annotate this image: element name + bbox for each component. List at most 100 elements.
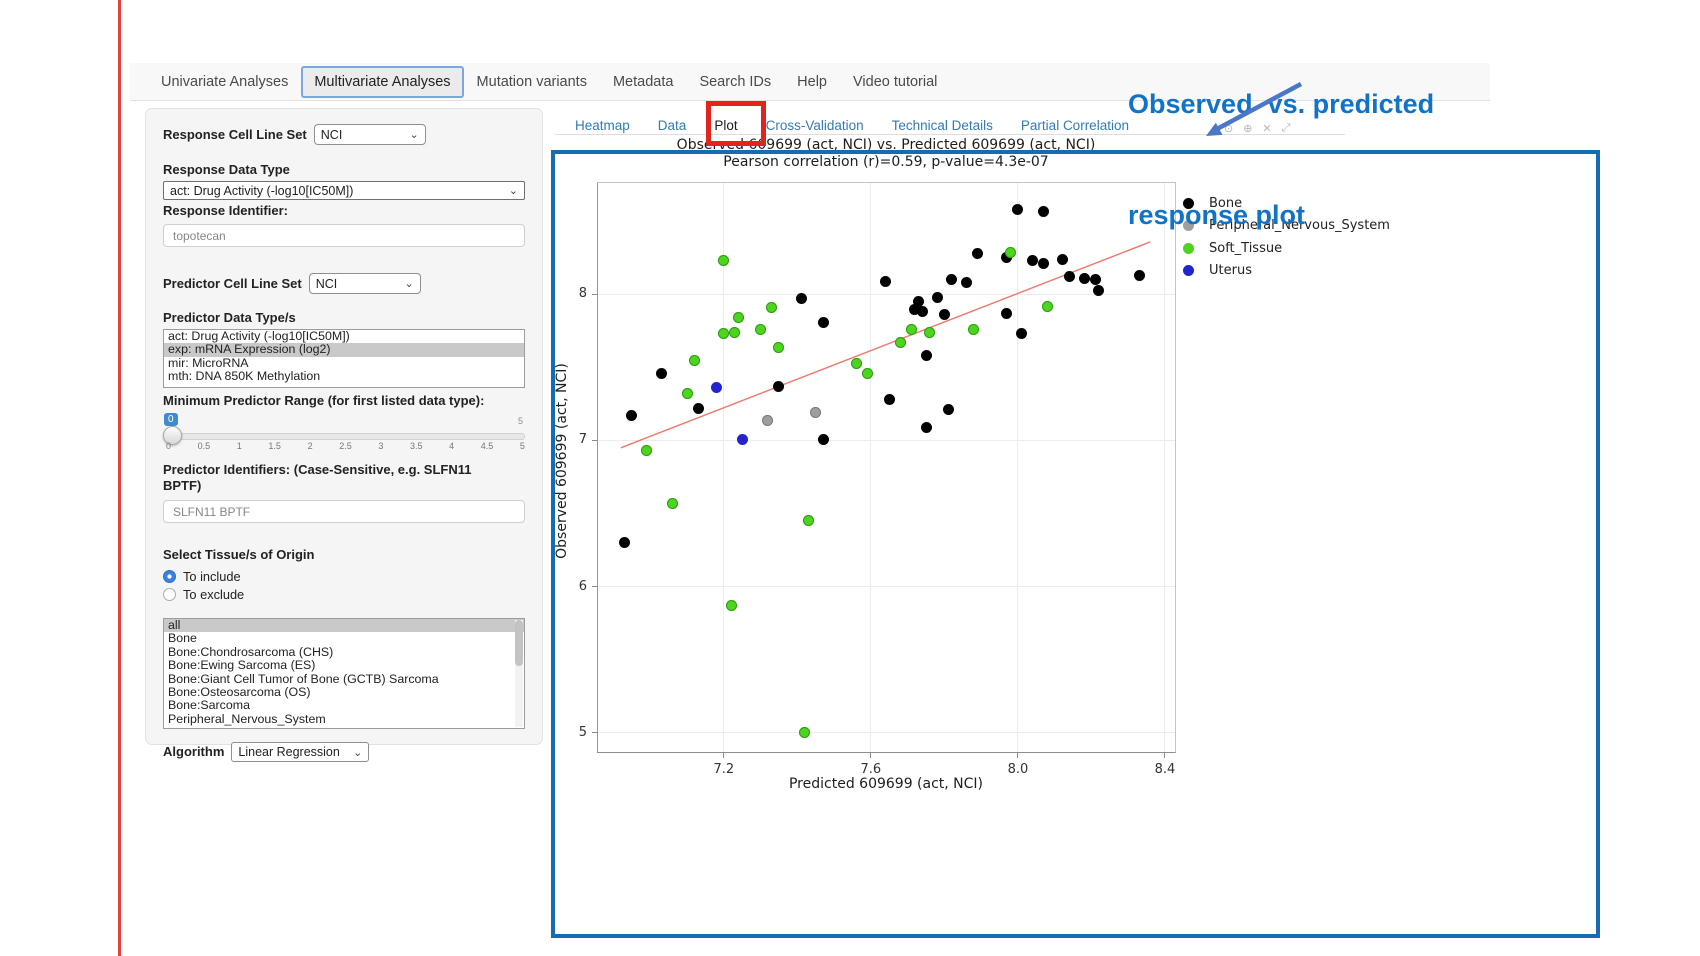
data-point-bone[interactable] [1089, 274, 1101, 286]
tissue-option[interactable]: all [164, 619, 524, 633]
data-point-bone[interactable] [880, 275, 892, 287]
subtab-heatmap[interactable]: Heatmap [575, 118, 630, 133]
tissue-listbox[interactable]: all Bone Bone:Chondrosarcoma (CHS) Bone:Ewi… [163, 618, 525, 729]
slider-handle[interactable] [163, 426, 182, 445]
slider-value-bubble: 0 [164, 413, 178, 426]
plot-panel[interactable] [597, 182, 1176, 753]
min-predictor-range-slider[interactable]: 0 5 0 0.5 1 1.5 2 2.5 3 3.5 4 4.5 5 [163, 413, 525, 455]
tissue-option[interactable]: Bone:Giant Cell Tumor of Bone (GCTB) Sar… [168, 672, 439, 686]
data-point-soft-tissue[interactable] [1041, 300, 1053, 312]
legend-item-peripheral-nervous-system[interactable]: Peripheral_Nervous_System [1183, 218, 1390, 233]
response-data-type-select[interactable]: act: Drug Activity (-log10[IC50M]) ⌄ [163, 181, 525, 200]
tissue-radio-to-exclude[interactable]: To exclude [163, 585, 525, 603]
data-point-soft-tissue[interactable] [799, 727, 811, 739]
data-point-bone[interactable] [1012, 204, 1024, 216]
data-point-bone[interactable] [795, 293, 807, 305]
predictor-identifiers-input[interactable]: SLFN11 BPTF [163, 500, 525, 523]
data-point-soft-tissue[interactable] [725, 600, 737, 611]
nav-tab-multivariate-analyses[interactable]: Multivariate Analyses [301, 65, 464, 98]
subtab-plot[interactable]: Plot [714, 118, 738, 133]
data-point-soft-tissue[interactable] [894, 337, 906, 349]
slider-max-label: 5 [517, 416, 523, 426]
data-point-soft-tissue[interactable] [802, 515, 814, 527]
algorithm-label: Algorithm [163, 744, 225, 759]
listbox-scrollbar[interactable] [515, 620, 523, 727]
tissue-option[interactable]: Bone:Osteosarcoma (OS) [168, 685, 311, 699]
legend-label: Peripheral_Nervous_System [1209, 218, 1390, 233]
predictor-data-type-option[interactable]: mth: DNA 850K Methylation [168, 370, 321, 384]
data-point-soft-tissue[interactable] [641, 445, 653, 457]
min-predictor-range-label: Minimum Predictor Range (for first liste… [163, 393, 485, 408]
predictor-cell-line-set-label: Predictor Cell Line Set [163, 275, 302, 291]
predictor-data-types-listbox[interactable]: act: Drug Activity (-log10[IC50M]) exp: m… [163, 329, 525, 388]
response-cell-line-set-select[interactable]: NCI ⌄ [313, 124, 426, 145]
data-point-bone[interactable] [931, 291, 943, 303]
subtab-data[interactable]: Data [657, 118, 687, 133]
data-point-soft-tissue[interactable] [850, 357, 862, 369]
legend-item-uterus[interactable]: Uterus [1183, 263, 1390, 278]
legend-item-bone[interactable]: Bone [1183, 196, 1390, 211]
data-point-bone[interactable] [619, 537, 631, 549]
subtab-cross-validation[interactable]: Cross-Validation [765, 118, 864, 133]
predictor-data-type-option[interactable]: act: Drug Activity (-log10[IC50M]) [168, 330, 350, 343]
x-gridline [1164, 183, 1166, 752]
slider-track[interactable] [163, 433, 525, 440]
data-point-bone[interactable] [1038, 205, 1050, 217]
nav-tab-video-tutorial[interactable]: Video tutorial [853, 73, 938, 90]
data-point-bone[interactable] [817, 316, 829, 328]
slider-tick: 0.5 [197, 441, 211, 451]
data-point-bone[interactable] [920, 350, 932, 362]
data-point-bone[interactable] [692, 402, 704, 414]
x-tick [870, 753, 872, 758]
data-point-bone[interactable] [817, 433, 829, 445]
response-identifier-input[interactable]: topotecan [163, 224, 525, 247]
data-point-peripheral-nervous-system[interactable] [762, 414, 774, 426]
data-point-soft-tissue[interactable] [905, 323, 917, 335]
response-cell-line-set-label: Response Cell Line Set [163, 126, 307, 142]
nav-tab-mutation-variants[interactable]: Mutation variants [476, 73, 587, 90]
algorithm-select[interactable]: Linear Regression ⌄ [231, 742, 370, 762]
slider-tick: 4 [449, 441, 455, 451]
data-point-bone[interactable] [1078, 272, 1090, 284]
data-point-soft-tissue[interactable] [1005, 246, 1017, 258]
data-point-bone[interactable] [1133, 269, 1145, 281]
tissue-radio-to-include[interactable]: To include [163, 567, 525, 585]
data-point-soft-tissue[interactable] [773, 341, 785, 353]
predictor-data-type-option[interactable]: exp: mRNA Expression (log2) [164, 343, 524, 357]
data-point-bone[interactable] [971, 248, 983, 260]
legend-item-soft-tissue[interactable]: Soft_Tissue [1183, 241, 1390, 256]
y-tick [592, 586, 597, 588]
data-point-bone[interactable] [883, 394, 895, 406]
nav-tab-search-ids[interactable]: Search IDs [699, 73, 772, 90]
nav-tab-univariate-analyses[interactable]: Univariate Analyses [161, 73, 289, 90]
predictor-cell-line-set-select[interactable]: NCI ⌄ [308, 273, 421, 294]
data-point-bone[interactable] [1056, 253, 1068, 265]
tissue-option[interactable]: Bone:Ewing Sarcoma (ES) [168, 659, 316, 673]
predictor-data-type-option[interactable]: mir: MicroRNA [168, 356, 249, 370]
nav-tab-metadata[interactable]: Metadata [612, 73, 674, 90]
data-point-soft-tissue[interactable] [755, 323, 767, 335]
data-point-soft-tissue[interactable] [681, 388, 693, 400]
tissue-option[interactable]: Peripheral_Nervous_System [168, 712, 326, 726]
tissue-option[interactable]: Bone:Chondrosarcoma (CHS) [168, 645, 334, 659]
data-point-bone[interactable] [1093, 284, 1105, 296]
data-point-soft-tissue[interactable] [688, 354, 700, 366]
slider-tick: 0 [166, 441, 172, 451]
x-tick-label: 7.6 [860, 762, 882, 777]
slider-tick: 3.5 [409, 441, 423, 451]
navbar-items: Univariate Analyses Multivariate Analyses… [148, 65, 950, 98]
data-point-soft-tissue[interactable] [861, 367, 873, 379]
data-point-bone[interactable] [942, 404, 954, 416]
subtab-technical-details[interactable]: Technical Details [891, 118, 993, 133]
scrollbar-thumb[interactable] [515, 620, 523, 666]
data-point-uterus[interactable] [736, 433, 748, 445]
x-tick-label: 8.4 [1154, 762, 1176, 777]
y-tick-label: 6 [578, 578, 587, 594]
tissue-option[interactable]: Bone:Sarcoma [168, 699, 250, 713]
nav-tab-help[interactable]: Help [797, 73, 827, 90]
tissue-option[interactable]: Bone [168, 632, 197, 646]
data-point-bone[interactable] [655, 367, 667, 379]
data-point-soft-tissue[interactable] [666, 497, 678, 509]
subtab-partial-correlation[interactable]: Partial Correlation [1020, 118, 1129, 133]
data-point-bone[interactable] [920, 421, 932, 433]
